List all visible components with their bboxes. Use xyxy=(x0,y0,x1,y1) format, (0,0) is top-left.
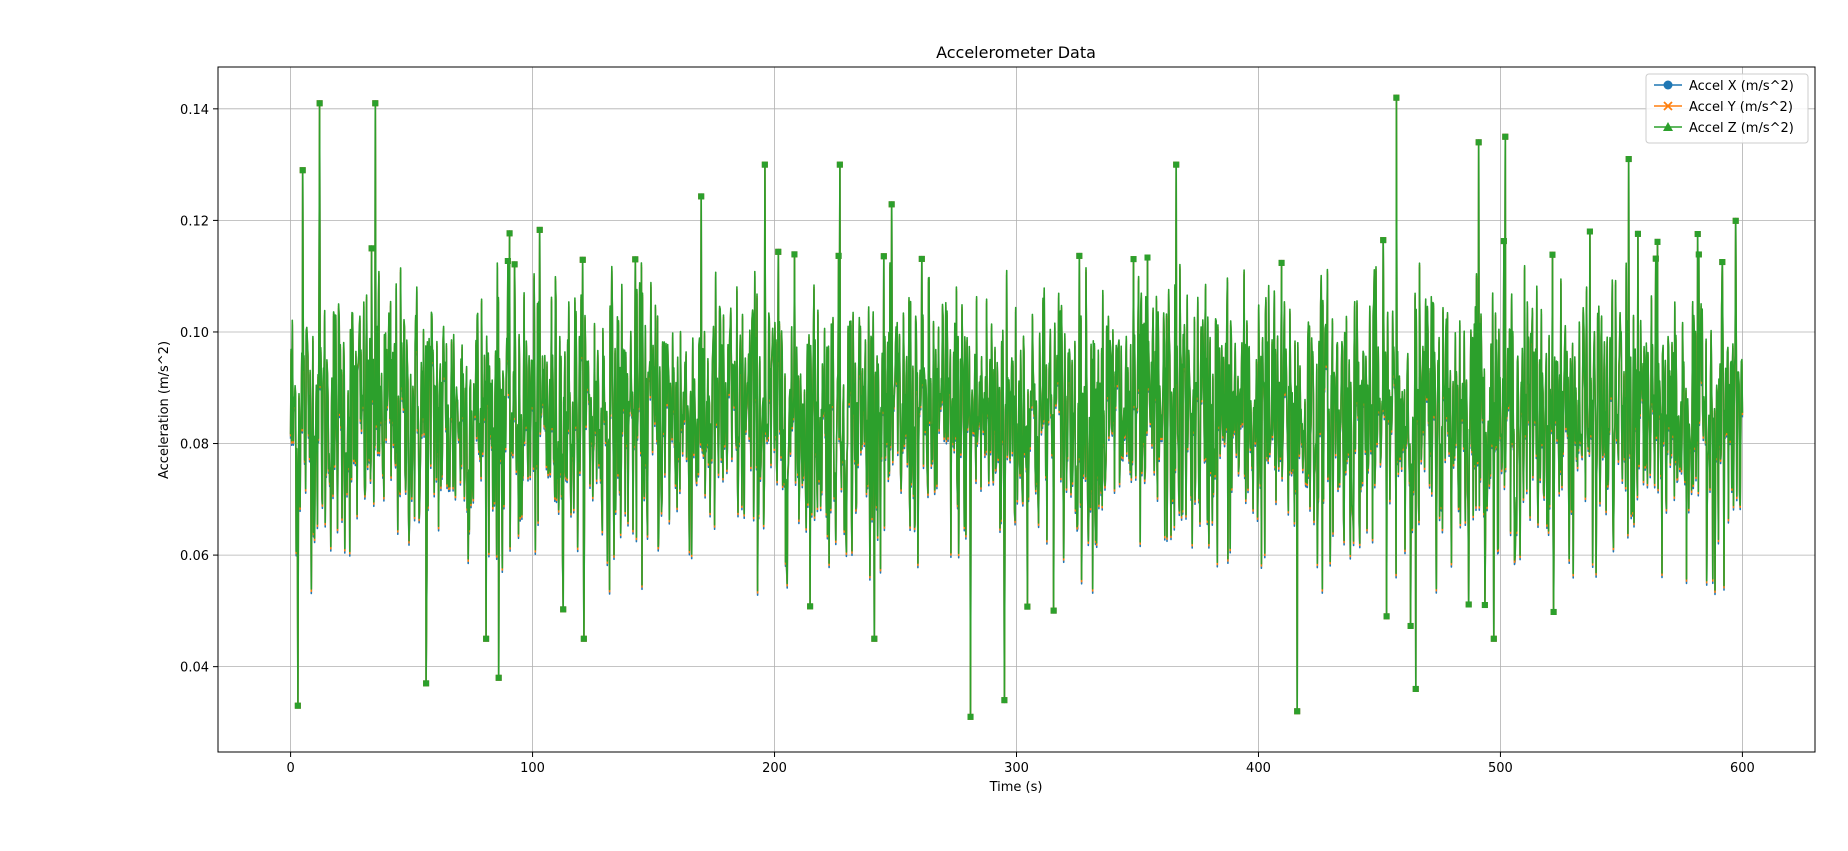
point-marker xyxy=(1144,254,1151,261)
point-marker xyxy=(1490,635,1497,642)
point-marker xyxy=(1380,237,1387,244)
point-marker xyxy=(1130,256,1137,263)
point-marker xyxy=(299,167,306,174)
x-tick-label: 500 xyxy=(1488,761,1513,776)
legend-marker-triangle-icon xyxy=(1663,122,1673,131)
point-marker xyxy=(698,193,705,200)
point-marker xyxy=(1050,607,1057,614)
point-marker xyxy=(1024,603,1031,610)
point-marker xyxy=(1407,622,1414,629)
x-tick-label: 200 xyxy=(762,761,787,776)
point-marker xyxy=(1475,139,1482,146)
point-marker xyxy=(506,230,513,237)
point-marker xyxy=(1694,231,1701,238)
x-tick-label: 100 xyxy=(520,761,545,776)
point-marker xyxy=(560,606,567,613)
series-layer xyxy=(289,94,1744,720)
tick-layer: 0 100 200 300 400 500 600 0.04 0.06 0.08 0.10 0.12 0… xyxy=(180,103,1755,776)
y-tick-label: 0.06 xyxy=(180,549,209,564)
point-marker xyxy=(511,261,518,268)
point-marker xyxy=(880,253,887,260)
x-tick-label: 600 xyxy=(1730,761,1755,776)
point-marker xyxy=(918,255,925,262)
legend-label: Accel X (m/s^2) xyxy=(1689,79,1794,94)
point-marker xyxy=(791,251,798,258)
point-marker xyxy=(1732,217,1739,224)
x-tick-label: 400 xyxy=(1246,761,1271,776)
point-marker xyxy=(835,252,842,259)
point-marker xyxy=(1549,251,1556,258)
point-marker xyxy=(483,635,490,642)
point-marker xyxy=(1652,255,1659,262)
point-marker xyxy=(372,100,379,107)
legend-marker-x-icon xyxy=(1663,101,1673,111)
point-marker xyxy=(579,256,586,263)
legend-marker-circle-icon xyxy=(1663,80,1673,90)
legend-label: Accel Y (m/s^2) xyxy=(1689,100,1793,115)
y-tick-label: 0.10 xyxy=(180,326,209,341)
point-marker xyxy=(1502,133,1509,140)
y-tick-label: 0.14 xyxy=(180,103,209,118)
point-marker xyxy=(1634,230,1641,237)
point-marker xyxy=(1465,601,1472,608)
point-marker xyxy=(1294,708,1301,715)
y-tick-label: 0.04 xyxy=(180,661,209,676)
point-marker xyxy=(1393,94,1400,101)
y-tick-label: 0.08 xyxy=(180,438,209,453)
point-marker xyxy=(1586,228,1593,235)
point-marker xyxy=(294,702,301,709)
point-marker xyxy=(1278,259,1285,266)
point-marker xyxy=(807,603,814,610)
point-marker xyxy=(1001,697,1008,704)
point-marker xyxy=(580,635,587,642)
y-tick-label: 0.12 xyxy=(180,214,209,229)
point-marker xyxy=(368,245,375,252)
point-marker xyxy=(1412,685,1419,692)
point-marker xyxy=(1719,259,1726,266)
point-marker xyxy=(504,257,511,264)
chart-title: Accelerometer Data xyxy=(936,43,1096,62)
point-marker xyxy=(1481,602,1488,609)
point-marker xyxy=(423,680,430,687)
point-marker xyxy=(1076,252,1083,259)
y-axis-label: Acceleration (m/s^2) xyxy=(157,341,172,479)
x-axis-label: Time (s) xyxy=(989,780,1043,795)
point-marker xyxy=(1654,238,1661,245)
point-marker xyxy=(1500,238,1507,245)
point-marker xyxy=(761,161,768,168)
point-marker xyxy=(1173,161,1180,168)
point-marker xyxy=(871,635,878,642)
point-marker xyxy=(1695,251,1702,258)
legend: Accel X (m/s^2) Accel Y (m/s^2) Accel Z (m… xyxy=(1645,73,1809,144)
series-z xyxy=(289,94,1744,720)
point-marker xyxy=(1625,156,1632,163)
point-marker xyxy=(888,201,895,208)
legend-label: Accel Z (m/s^2) xyxy=(1689,121,1794,136)
point-marker xyxy=(495,674,502,681)
point-marker xyxy=(836,161,843,168)
legend-box xyxy=(1645,73,1809,144)
point-marker xyxy=(967,713,974,720)
point-marker xyxy=(775,248,782,255)
point-marker xyxy=(1383,613,1390,620)
point-marker xyxy=(1550,608,1557,615)
x-tick-label: 300 xyxy=(1004,761,1029,776)
point-marker xyxy=(536,226,543,233)
series-line xyxy=(289,94,1744,716)
x-tick-label: 0 xyxy=(286,761,294,776)
point-marker xyxy=(632,256,639,263)
point-marker xyxy=(316,100,323,107)
